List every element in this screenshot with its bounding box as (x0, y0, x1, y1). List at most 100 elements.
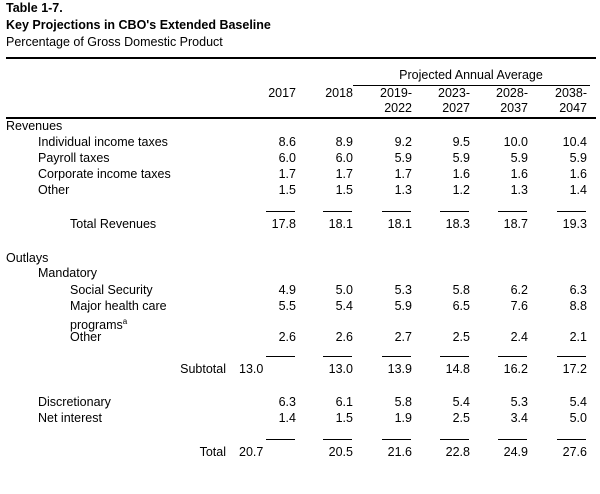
row-label: Payroll taxes (38, 151, 110, 165)
row-label: Other (70, 330, 102, 344)
cell-value: 6.5 (452, 299, 470, 313)
sum-rule (323, 211, 352, 212)
sum-rule (266, 356, 295, 357)
cell-value: 2.7 (394, 330, 412, 344)
cell-value: 5.4 (335, 299, 353, 313)
cell-value: 8.8 (569, 299, 587, 313)
column-header: 2019- (380, 86, 412, 100)
column-header-line2: 2027 (442, 101, 470, 115)
sum-rule (382, 356, 411, 357)
cell-value: 8.9 (335, 135, 353, 149)
cell-value: 18.1 (387, 217, 412, 231)
cell-value: 6.0 (278, 151, 296, 165)
cell-value: 5.8 (452, 283, 470, 297)
cell-value: 19.3 (562, 217, 587, 231)
cell-value: 10.4 (562, 135, 587, 149)
cell-value: 5.5 (278, 299, 296, 313)
sum-rule (557, 356, 586, 357)
row-label: Total Revenues (70, 217, 157, 231)
cell-value: 18.3 (445, 217, 470, 231)
cell-value: 1.7 (394, 167, 412, 181)
sum-rule (498, 211, 527, 212)
row-label: Other (38, 183, 70, 197)
cell-value: 5.0 (569, 411, 587, 425)
cell-value: 18.1 (328, 217, 353, 231)
column-header-line2: 2037 (500, 101, 528, 115)
cell-value: 10.0 (503, 135, 528, 149)
row-label: Total (199, 445, 226, 459)
cell-value: 5.9 (452, 151, 470, 165)
sum-rule (440, 211, 469, 212)
cell-value: 1.7 (335, 167, 353, 181)
cell-value: 2.5 (452, 411, 470, 425)
row-label: Mandatory (38, 266, 98, 280)
cell-value: 4.9 (278, 283, 296, 297)
cell-value: 13.0 (328, 362, 353, 376)
cell-value: 8.6 (278, 135, 296, 149)
cell-value: 1.6 (452, 167, 470, 181)
row-label: Corporate income taxes (38, 167, 171, 181)
cell-value: 6.3 (569, 283, 587, 297)
cell-value: 21.6 (387, 445, 412, 459)
cell-value: 5.8 (394, 395, 412, 409)
sum-rule (557, 211, 586, 212)
cell-value: 5.9 (510, 151, 528, 165)
cell-value: 2.4 (510, 330, 528, 344)
cell-value: 1.4 (278, 411, 296, 425)
cell-value: 27.6 (562, 445, 587, 459)
row-label: Discretionary (38, 395, 111, 409)
cell-value: 2.1 (569, 330, 587, 344)
cell-value: 1.2 (452, 183, 470, 197)
sum-rule (323, 439, 352, 440)
cell-value: 6.3 (278, 395, 296, 409)
cell-value: 1.5 (335, 183, 353, 197)
cell-value: 5.9 (394, 151, 412, 165)
cell-value: 2.6 (335, 330, 353, 344)
cell-value: 16.2 (503, 362, 528, 376)
column-header: 2028- (496, 86, 528, 100)
cell-value: 13.9 (387, 362, 412, 376)
row-label: Net interest (38, 411, 102, 425)
sum-rule (498, 439, 527, 440)
column-header-line2: 2022 (384, 101, 412, 115)
row-label: Revenues (6, 119, 63, 133)
cell-value: 5.9 (569, 151, 587, 165)
sum-rule (440, 356, 469, 357)
cell-value: 5.4 (569, 395, 587, 409)
cell-value: 17.8 (271, 217, 296, 231)
cell-value: 9.2 (394, 135, 412, 149)
row-label: Individual income taxes (38, 135, 168, 149)
sum-rule (440, 439, 469, 440)
sum-rule (266, 439, 295, 440)
sum-rule (557, 439, 586, 440)
cell-value: 5.0 (335, 283, 353, 297)
cell-value: 1.5 (278, 183, 296, 197)
cell-value: 18.7 (503, 217, 528, 231)
column-header: 2038- (555, 86, 587, 100)
cell-value: 6.0 (335, 151, 353, 165)
cell-value: 22.8 (445, 445, 470, 459)
cell-value: 17.2 (562, 362, 587, 376)
cell-value: 6.2 (510, 283, 528, 297)
row-label: Social Security (70, 283, 153, 297)
cell-value: 7.6 (510, 299, 528, 313)
column-header: 2017 (268, 86, 296, 100)
column-header: 2023- (438, 86, 470, 100)
cell-value: 1.7 (278, 167, 296, 181)
table-title: Key Projections in CBO's Extended Baseli… (6, 18, 271, 32)
row-label: Major health care (70, 299, 167, 313)
cell-value: 1.6 (569, 167, 587, 181)
cell-value: 2.6 (278, 330, 296, 344)
cell-value: 1.6 (510, 167, 528, 181)
row-label: Outlays (6, 251, 49, 265)
cell-value: 24.9 (503, 445, 528, 459)
top-rule (6, 57, 596, 59)
cell-value: 2.5 (452, 330, 470, 344)
cell-value: 6.1 (335, 395, 353, 409)
cell-value: 3.4 (510, 411, 528, 425)
table-number: Table 1-7. (6, 1, 63, 15)
row-label-line2: programsa (70, 317, 128, 333)
column-header: 2018 (325, 86, 353, 100)
cell-value: 14.8 (445, 362, 470, 376)
